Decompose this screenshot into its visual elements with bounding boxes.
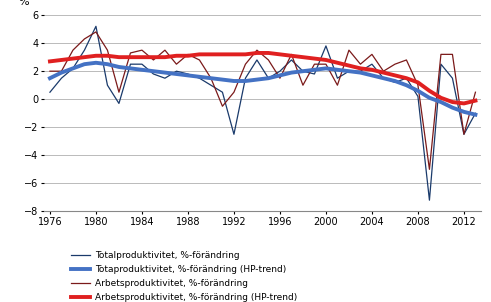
Text: %: % — [18, 0, 28, 7]
Legend: Totalproduktivitet, %-förändring, Totaproduktivitet, %-förändring (HP-trend), Ar: Totalproduktivitet, %-förändring, Totapr… — [71, 251, 297, 302]
